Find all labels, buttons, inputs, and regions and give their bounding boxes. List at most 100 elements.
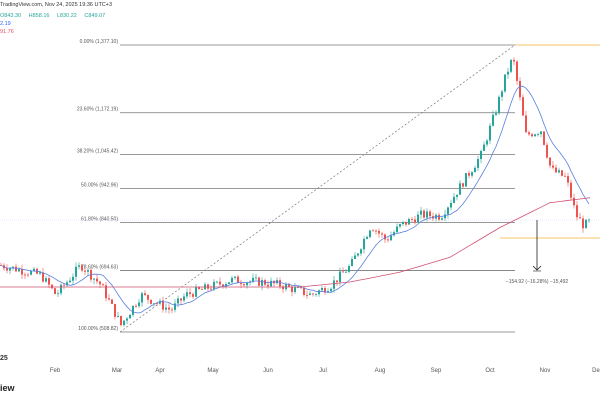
candle-body (75, 266, 77, 277)
candle-body (87, 269, 89, 272)
candle-body (360, 249, 362, 254)
month-tick-label: Jul (319, 368, 327, 374)
candle-body (582, 218, 584, 229)
candle-body (99, 281, 101, 285)
candle-body (144, 293, 146, 295)
month-tick-label: Oct (485, 368, 495, 374)
candle-body (129, 314, 131, 319)
candle-body (483, 144, 485, 151)
candle-body (507, 71, 509, 75)
candle-body (315, 294, 317, 296)
candle-body (258, 277, 260, 286)
candle-body (18, 269, 20, 272)
candle-body (105, 285, 107, 299)
candle-body (369, 230, 371, 237)
candle-body (468, 173, 470, 176)
candle-body (513, 59, 515, 62)
candle-body (324, 287, 326, 293)
candle-body (246, 282, 248, 286)
month-tick-label: Apr (155, 368, 164, 374)
candle-body (30, 271, 32, 275)
candle-body (180, 298, 182, 301)
candle-body (216, 281, 218, 283)
candle-body (156, 303, 158, 305)
candle-body (174, 303, 176, 310)
fib-label: 23.60% (1,172.19) (77, 107, 118, 113)
candle-body (486, 140, 488, 145)
candle-body (546, 144, 548, 158)
candle-body (372, 230, 374, 232)
candle-body (219, 281, 221, 285)
year-label: 25 (0, 355, 8, 362)
slow-ma-line (0, 197, 591, 288)
candle-body (306, 294, 308, 296)
candle-body (24, 274, 26, 276)
candle-body (48, 278, 50, 285)
candle-body (210, 288, 212, 290)
candle-body (183, 296, 185, 301)
candle-body (354, 255, 356, 260)
candle-body (192, 294, 194, 297)
candle-body (150, 299, 152, 304)
candle-body (303, 288, 305, 295)
candle-body (519, 80, 521, 98)
candle-body (111, 299, 113, 304)
candle-body (375, 230, 377, 232)
candle-body (114, 303, 116, 317)
candle-body (444, 214, 446, 219)
candle-body (357, 253, 359, 256)
candle-body (189, 292, 191, 295)
candle-body (27, 274, 29, 276)
candle-body (378, 230, 380, 234)
candle-body (528, 132, 530, 135)
candle-body (102, 284, 104, 286)
candle-body (159, 300, 161, 304)
candle-body (453, 196, 455, 203)
candle-body (9, 268, 11, 271)
candle-body (450, 202, 452, 208)
candle-body (42, 272, 44, 282)
candle-body (504, 74, 506, 92)
candle-body (126, 318, 128, 321)
candle-body (207, 284, 209, 289)
ma-slow-value: 91.76 (0, 29, 14, 35)
candle-body (234, 276, 236, 278)
candle-body (492, 114, 494, 126)
candle-body (165, 307, 167, 310)
candle-body (348, 265, 350, 272)
candle-body (108, 298, 110, 300)
candle-body (225, 284, 227, 287)
candle-body (525, 115, 527, 133)
candle-body (573, 197, 575, 206)
candle-body (579, 217, 581, 219)
candle-body (132, 305, 134, 315)
candle-body (363, 238, 365, 250)
candle-body (54, 288, 56, 295)
candle-body (321, 287, 323, 291)
fast-ma-line (0, 85, 590, 314)
candle-body (255, 277, 257, 279)
candle-body (147, 294, 149, 300)
candle-body (516, 61, 518, 81)
candle-body (309, 293, 311, 296)
candle-body (6, 268, 8, 271)
candle-body (33, 268, 35, 272)
candle-body (441, 218, 443, 220)
candle-body (123, 320, 125, 326)
candle-body (570, 182, 572, 198)
candle-body (294, 287, 296, 292)
month-tick-label: Aug (375, 368, 386, 374)
candle-body (93, 278, 95, 280)
candle-body (498, 96, 500, 114)
month-tick-label: May (207, 368, 218, 374)
candle-body (249, 281, 251, 283)
candle-body (243, 284, 245, 286)
candle-body (576, 205, 578, 218)
candle-body (510, 59, 512, 72)
tradingview-logo: iew (0, 383, 15, 393)
candle-body (72, 276, 74, 281)
candle-body (177, 298, 179, 304)
candle-body (96, 278, 98, 282)
candle-body (282, 286, 284, 290)
